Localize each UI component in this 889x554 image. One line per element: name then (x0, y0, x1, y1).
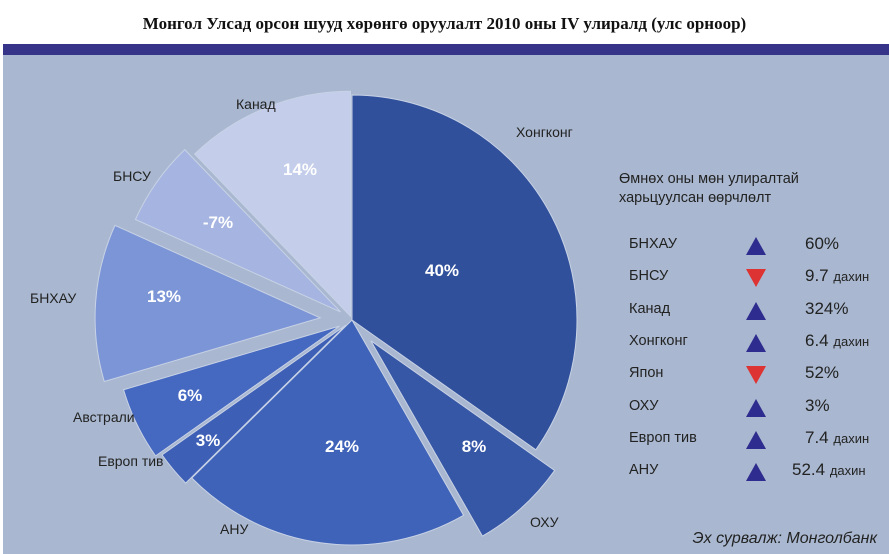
pie-slice-0 (351, 94, 578, 451)
change-country: АНУ (629, 462, 659, 479)
pie-slice-2 (191, 319, 465, 546)
change-value-number: 6.4 (805, 330, 829, 350)
triangle-up-icon (746, 333, 766, 352)
slice-label-hongkong: Хонгконг (516, 124, 573, 140)
triangle-down-icon (746, 366, 766, 385)
change-value: 52.4 дахин (792, 460, 866, 480)
change-value: 324% (805, 299, 848, 319)
slice-label-australia: Австрали (73, 409, 135, 425)
change-value: 60% (805, 234, 839, 254)
slice-label-canada: Канад (236, 96, 276, 112)
change-country: БНСУ (629, 268, 669, 285)
triangle-down-icon (746, 269, 766, 288)
change-country: Европ тив (629, 429, 697, 446)
change-title-line1: Өмнөх оны мөн улиралтай (619, 171, 799, 187)
chart-title: Монгол Улсад орсон шууд хөрөнгө оруулалт… (142, 14, 747, 33)
change-row: Япон 52% (629, 363, 889, 385)
slice-pct-usa: 24% (324, 437, 360, 456)
slice-pct-russia: 8% (461, 437, 487, 456)
change-value: 7.4 дахин (805, 428, 869, 448)
change-value-number: 3% (805, 395, 830, 415)
slice-pct-korea: -7% (202, 213, 234, 232)
slice-label-china: БНХАУ (30, 290, 77, 306)
pie-slice-6 (134, 148, 341, 313)
title-bar (3, 44, 889, 55)
change-row: Европ тив 7.4 дахин (629, 428, 889, 450)
change-value: 3% (805, 396, 830, 416)
slice-pct-china: 13% (146, 287, 182, 306)
change-country: Япон (629, 365, 664, 382)
change-value-unit: дахин (833, 269, 870, 285)
change-value-number: 324% (805, 298, 849, 318)
change-row: БНХАУ 60% (629, 234, 889, 256)
pie-slice-5 (94, 224, 322, 383)
change-value-number: 9.7 (805, 266, 829, 286)
change-title: Өмнөх оны мөн улиралтай харьцуулсан өөрч… (619, 170, 839, 208)
triangle-up-icon (746, 430, 766, 449)
change-title-line2: харьцуулсан өөрчлөлт (619, 190, 772, 206)
change-row: ОХУ 3% (629, 396, 889, 418)
source-note: Эх сурвалж: Монголбанк (692, 530, 877, 547)
change-value-number: 52% (805, 363, 840, 383)
change-row: Хонгконг 6.4 дахин (629, 331, 889, 353)
change-value-number: 60% (805, 234, 840, 253)
slice-pct-australia: 6% (177, 386, 203, 405)
triangle-up-icon (746, 237, 766, 255)
change-value-unit: дахин (833, 333, 870, 349)
change-value: 9.7 дахин (805, 266, 869, 286)
pie-slice-7 (193, 90, 352, 318)
slice-label-korea: БНСУ (113, 168, 151, 184)
change-value: 6.4 дахин (805, 331, 869, 351)
change-row: БНСУ 9.7 дахин (629, 266, 889, 288)
change-country: ОХУ (629, 397, 659, 414)
pie-slice-1 (370, 340, 556, 537)
slice-pct-europe: 3% (195, 431, 221, 450)
slice-label-russia: ОХУ (530, 514, 559, 530)
change-value-unit: дахин (833, 430, 870, 446)
change-country: Канад (629, 300, 671, 317)
change-value-number: 52.4 (792, 460, 826, 480)
triangle-up-icon (746, 301, 766, 320)
slice-pct-canada: 14% (282, 160, 318, 179)
change-row: АНУ 52.4 дахин (629, 460, 889, 482)
pie-slice-4 (122, 325, 340, 457)
change-country: БНХАУ (629, 236, 677, 252)
slice-pct-hongkong: 40% (424, 261, 460, 280)
change-country: Хонгконг (629, 332, 688, 349)
triangle-up-icon (746, 398, 766, 417)
change-row: Канад 324% (629, 299, 889, 321)
triangle-up-icon (746, 463, 766, 482)
change-value-number: 7.4 (805, 427, 829, 447)
pie-slice-3 (161, 324, 347, 484)
change-value: 52% (805, 363, 839, 383)
slice-label-europe: Европ тив (98, 453, 164, 469)
slice-label-usa: АНУ (220, 521, 249, 537)
change-value-unit: дахин (829, 463, 866, 479)
